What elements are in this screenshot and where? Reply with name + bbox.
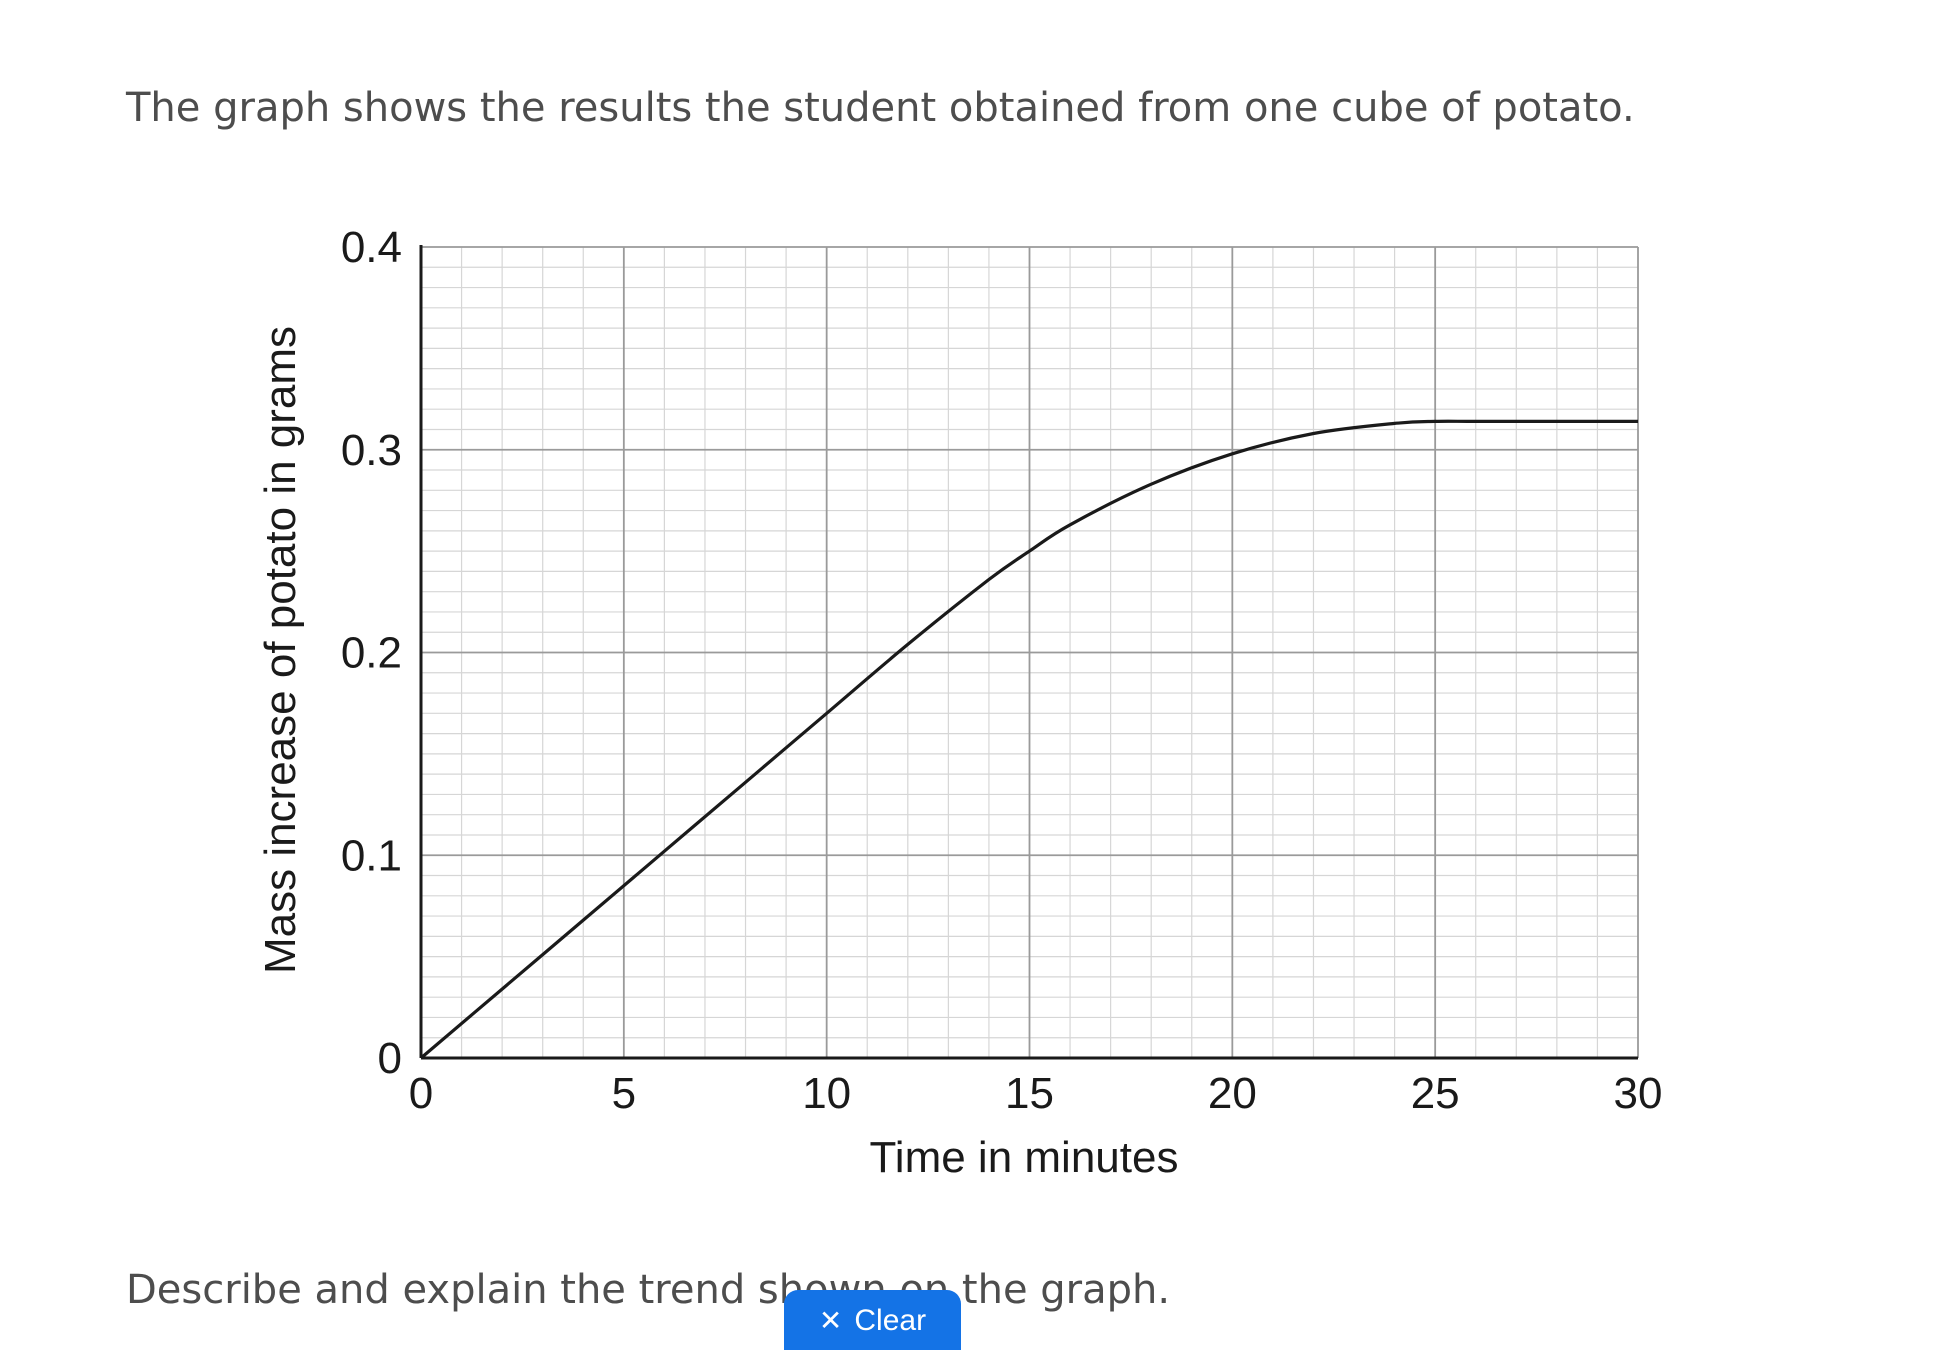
question-text: Describe and explain the trend shown on … [126, 1267, 1171, 1313]
y-axis-label: Mass increase of potato in grams [256, 326, 305, 974]
y-tick-label: 0.2 [341, 629, 402, 678]
x-tick-label: 0 [409, 1069, 433, 1118]
y-tick-label: 0 [378, 1034, 402, 1083]
y-tick-label: 0.4 [341, 223, 402, 272]
x-tick-label: 10 [802, 1069, 851, 1118]
axes [419, 245, 1638, 1060]
x-tick-label: 25 [1411, 1069, 1460, 1118]
close-icon: ✕ [818, 1305, 843, 1336]
x-axis-label: Time in minutes [870, 1133, 1179, 1182]
series [419, 419, 1638, 1060]
clear-button-label: Clear [854, 1304, 927, 1337]
y-tick-labels: 0 0.1 0.2 0.3 0.4 [341, 223, 402, 1083]
x-tick-label: 15 [1005, 1069, 1054, 1118]
y-tick-label: 0.3 [341, 426, 402, 475]
x-tick-label: 20 [1208, 1069, 1257, 1118]
x-tick-label: 30 [1614, 1069, 1663, 1118]
x-tick-labels: 0 5 10 15 20 25 30 [409, 1069, 1663, 1118]
x-tick-label: 5 [612, 1069, 636, 1118]
clear-button[interactable]: ✕ Clear [784, 1290, 961, 1350]
y-tick-label: 0.1 [341, 831, 402, 880]
series-line [419, 419, 1638, 1060]
intro-text: The graph shows the results the student … [126, 85, 1635, 131]
